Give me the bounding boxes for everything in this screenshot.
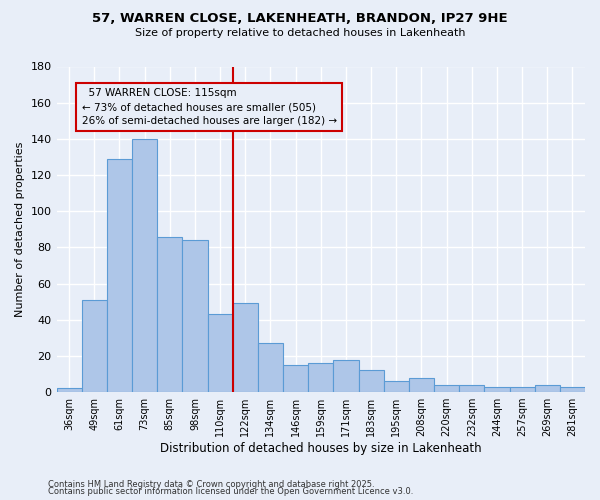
Bar (484, 386, 509, 392)
Bar (334, 360, 359, 392)
Bar (107, 158, 132, 392)
Text: Contains HM Land Registry data © Crown copyright and database right 2025.: Contains HM Land Registry data © Crown c… (48, 480, 374, 489)
Bar (459, 385, 484, 392)
Bar (359, 370, 383, 392)
Bar (233, 304, 258, 392)
Text: Contains public sector information licensed under the Open Government Licence v3: Contains public sector information licen… (48, 487, 413, 496)
Bar (258, 343, 283, 392)
Bar (182, 240, 208, 392)
Bar (409, 378, 434, 392)
Bar (283, 365, 308, 392)
Bar (308, 363, 334, 392)
Bar (56, 388, 82, 392)
Bar (535, 385, 560, 392)
X-axis label: Distribution of detached houses by size in Lakenheath: Distribution of detached houses by size … (160, 442, 482, 455)
Text: Size of property relative to detached houses in Lakenheath: Size of property relative to detached ho… (135, 28, 465, 38)
Text: 57, WARREN CLOSE, LAKENHEATH, BRANDON, IP27 9HE: 57, WARREN CLOSE, LAKENHEATH, BRANDON, I… (92, 12, 508, 26)
Bar (157, 236, 182, 392)
Bar (208, 314, 233, 392)
Text: 57 WARREN CLOSE: 115sqm  
← 73% of detached houses are smaller (505)
26% of semi: 57 WARREN CLOSE: 115sqm ← 73% of detache… (82, 88, 337, 126)
Bar (509, 386, 535, 392)
Bar (434, 385, 459, 392)
Bar (560, 386, 585, 392)
Y-axis label: Number of detached properties: Number of detached properties (15, 142, 25, 317)
Bar (383, 381, 409, 392)
Bar (82, 300, 107, 392)
Bar (132, 139, 157, 392)
